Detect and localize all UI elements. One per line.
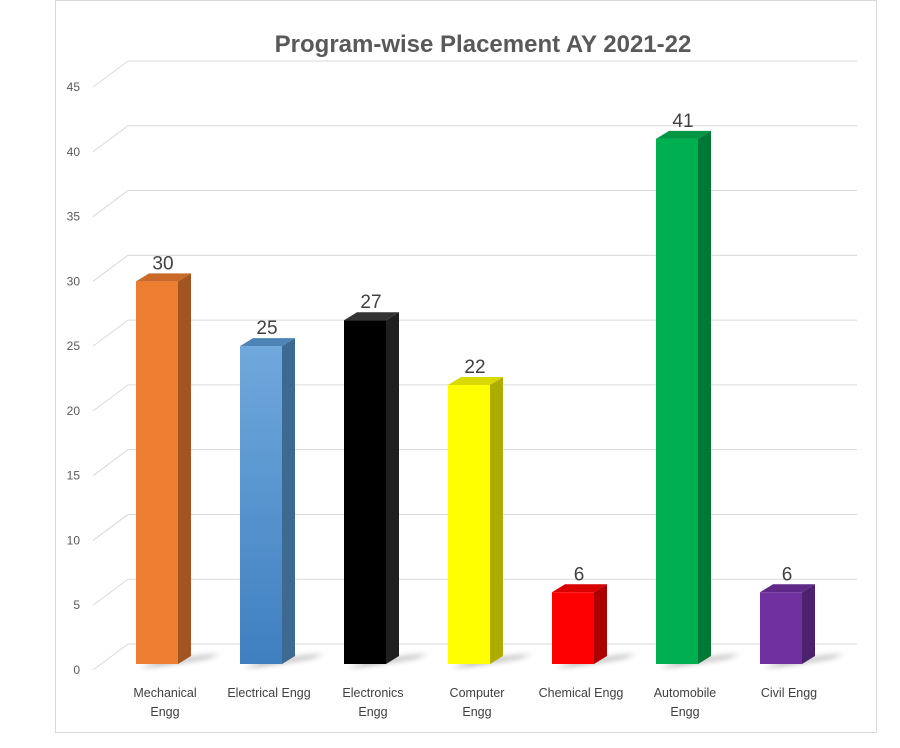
- bar: [552, 592, 594, 664]
- bar-top: [240, 338, 295, 347]
- bar-top: [448, 376, 503, 385]
- gridline-side: [92, 514, 129, 541]
- bar-side: [282, 338, 295, 664]
- x-tick-label: Automobile Engg: [654, 686, 717, 719]
- x-axis-categories: Mechanical Engg Electrical Engg Electronics…: [133, 686, 817, 719]
- y-tick-label: 30: [67, 274, 81, 288]
- bar-top: [136, 273, 191, 282]
- x-tick-label: Chemical Engg: [539, 686, 624, 700]
- data-label: 22: [464, 357, 485, 378]
- bar: [656, 138, 698, 665]
- y-axis-ticks: 0 5 10 15 20 25 30 35 40 45: [67, 80, 81, 677]
- gridline-side: [92, 190, 129, 217]
- gridline-side: [92, 643, 129, 671]
- bar-side: [802, 584, 815, 664]
- y-tick-label: 25: [67, 339, 81, 353]
- data-label: 6: [574, 564, 585, 585]
- data-label: 6: [782, 564, 793, 585]
- bar-top: [760, 584, 815, 593]
- data-labels: 30 25 27 22 6 41 6: [152, 111, 792, 585]
- data-label: 41: [672, 111, 693, 132]
- x-tick-label: Mechanical Engg: [133, 686, 196, 719]
- bar-side: [178, 273, 191, 664]
- x-tick-label: Computer Engg: [450, 686, 505, 719]
- y-tick-label: 0: [73, 663, 80, 677]
- bar-side: [386, 312, 399, 664]
- x-tick-label: Electronics Engg: [342, 686, 403, 719]
- bar-side: [698, 130, 711, 665]
- gridline-side: [92, 60, 129, 88]
- bar: [448, 384, 490, 664]
- gridline-side: [92, 578, 129, 606]
- gridline-side: [92, 319, 129, 347]
- bar: [240, 346, 282, 664]
- data-label: 25: [256, 318, 277, 339]
- y-tick-label: 15: [67, 469, 81, 483]
- bar-side: [594, 584, 607, 664]
- data-label: 27: [360, 292, 381, 313]
- chart-title: Program-wise Placement AY 2021-22: [275, 31, 692, 58]
- y-tick-label: 35: [67, 210, 81, 224]
- y-tick-label: 40: [67, 145, 81, 159]
- gridline-side: [92, 449, 129, 477]
- bar: [344, 320, 386, 664]
- bar: [136, 281, 178, 664]
- x-tick-label: Electrical Engg: [227, 686, 310, 700]
- bar-side: [490, 376, 503, 664]
- y-tick-label: 20: [67, 404, 81, 418]
- x-tick-label: Civil Engg: [761, 686, 817, 700]
- gridline-side: [92, 125, 129, 153]
- bars: [136, 130, 815, 665]
- y-tick-label: 45: [67, 80, 81, 94]
- bar-top: [656, 130, 711, 139]
- bar: [760, 592, 802, 664]
- bar-top: [344, 312, 399, 321]
- chart-frame: [55, 0, 877, 733]
- bar-top: [552, 584, 607, 593]
- gridline-side: [92, 254, 129, 282]
- data-label: 30: [152, 253, 173, 274]
- y-tick-label: 10: [67, 533, 81, 547]
- gridline-side: [92, 384, 129, 412]
- y-tick-label: 5: [73, 598, 80, 612]
